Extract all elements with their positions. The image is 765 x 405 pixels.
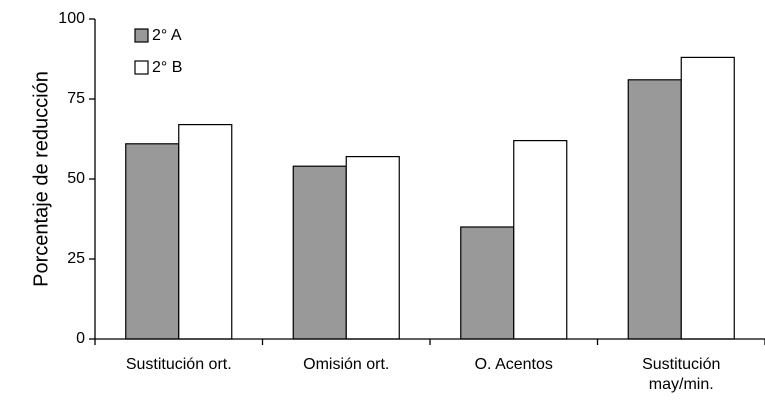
x-tick-label-3: O. Acentos: [475, 356, 553, 373]
x-tick-label-4: Sustitución may/min.: [642, 356, 720, 393]
bars-group: [125, 56, 735, 340]
bar-1-3: [460, 226, 515, 340]
legend-label-1: 2° A: [152, 27, 182, 44]
bar-1-4: [627, 79, 682, 340]
legend: 2° A 2° B: [134, 27, 182, 76]
bar-2-2: [345, 156, 400, 340]
y-tick-label-100: 100: [58, 10, 85, 27]
legend-swatch-2: [134, 60, 149, 75]
y-axis-label: Porcentaje de reducción: [30, 71, 52, 287]
bar-2-4: [680, 56, 735, 340]
y-tick-label-25: 25: [67, 250, 85, 267]
axes-group: 0 25 50 75 100 Sustitución ort. Omisión ort. O.…: [58, 10, 765, 393]
bar-2-1: [178, 123, 233, 340]
x-tick-label-2: Omisión ort.: [303, 356, 389, 373]
y-tick-label-50: 50: [67, 170, 85, 187]
legend-swatch-1: [134, 28, 149, 43]
legend-label-2: 2° B: [152, 59, 182, 76]
bar-1-1: [125, 143, 180, 340]
y-tick-label-75: 75: [67, 90, 85, 107]
x-tick-label-1: Sustitución ort.: [126, 356, 232, 373]
bar-2-3: [513, 140, 568, 340]
y-tick-label-0: 0: [76, 330, 85, 347]
bar-1-2: [292, 165, 347, 340]
